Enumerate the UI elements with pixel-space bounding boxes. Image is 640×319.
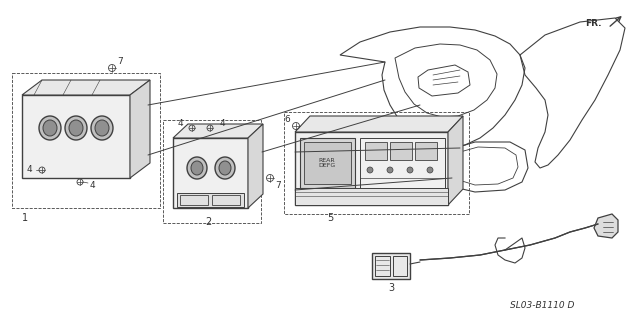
Text: 1: 1 (22, 213, 28, 223)
Bar (180, 195, 208, 205)
Polygon shape (130, 80, 150, 178)
Bar (372, 253, 410, 279)
Text: 4: 4 (220, 120, 226, 129)
Polygon shape (173, 138, 248, 208)
Text: 3: 3 (388, 283, 394, 293)
Text: FR.: FR. (586, 19, 602, 28)
Circle shape (367, 167, 373, 173)
Bar (375, 256, 390, 276)
Polygon shape (295, 116, 463, 132)
Polygon shape (248, 124, 263, 208)
Text: 6: 6 (284, 115, 290, 124)
Bar (304, 142, 351, 184)
Polygon shape (295, 132, 448, 205)
Bar (360, 138, 445, 188)
Bar (295, 188, 448, 205)
Bar (360, 178, 445, 188)
Bar (300, 138, 355, 188)
Polygon shape (448, 116, 463, 205)
Text: 4: 4 (26, 166, 32, 174)
Ellipse shape (191, 161, 203, 175)
Ellipse shape (39, 116, 61, 140)
Text: 4: 4 (177, 120, 183, 129)
Ellipse shape (215, 157, 235, 179)
Bar (415, 142, 437, 160)
Bar (390, 142, 412, 160)
Polygon shape (177, 193, 244, 207)
Bar (365, 142, 387, 160)
Circle shape (407, 167, 413, 173)
Circle shape (387, 167, 393, 173)
Polygon shape (173, 124, 263, 138)
Bar (284, 112, 469, 214)
Bar (163, 120, 261, 223)
Bar (12, 73, 160, 208)
Text: REAR
DEFG: REAR DEFG (318, 158, 335, 168)
Text: 4: 4 (90, 181, 95, 189)
Ellipse shape (95, 120, 109, 136)
Ellipse shape (187, 157, 207, 179)
Ellipse shape (91, 116, 113, 140)
Polygon shape (22, 80, 150, 95)
Ellipse shape (43, 120, 57, 136)
Ellipse shape (69, 120, 83, 136)
Text: 7: 7 (275, 181, 281, 189)
Circle shape (427, 167, 433, 173)
Ellipse shape (219, 161, 231, 175)
Polygon shape (594, 214, 618, 238)
Text: 2: 2 (205, 217, 211, 227)
Bar (212, 195, 240, 205)
Polygon shape (22, 95, 130, 178)
Text: SL03-B1110 D: SL03-B1110 D (510, 300, 574, 309)
Text: 7: 7 (117, 57, 123, 66)
Bar (393, 256, 407, 276)
Text: 5: 5 (327, 213, 333, 223)
Ellipse shape (65, 116, 87, 140)
